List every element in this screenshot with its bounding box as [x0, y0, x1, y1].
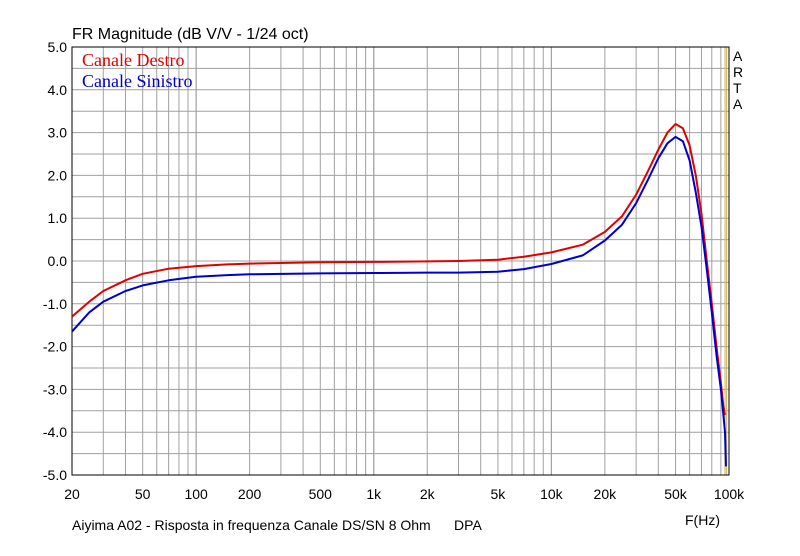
x-tick-label: 500 — [309, 486, 333, 502]
y-tick-label: 2.0 — [48, 167, 68, 183]
x-tick-label: 50k — [664, 486, 688, 502]
x-axis-label: F(Hz) — [685, 512, 720, 528]
y-tick-label: -3.0 — [43, 381, 67, 397]
y-tick-label: 1.0 — [48, 210, 68, 226]
y-tick-label: 4.0 — [48, 82, 68, 98]
chart-footer: Aiyima A02 - Risposta in frequenza Canal… — [72, 517, 482, 533]
arta-letter: A — [733, 48, 743, 64]
x-tick-label: 200 — [238, 486, 262, 502]
y-tick-label: 0.0 — [48, 253, 68, 269]
arta-letter: T — [733, 80, 742, 96]
x-tick-labels: 20 50 100 200 500 1k 2k 5k 10k 20k 50k 100k — [64, 486, 745, 502]
x-tick-label: 1k — [366, 486, 382, 502]
y-tick-label: 5.0 — [48, 39, 68, 55]
x-tick-label: 5k — [491, 486, 507, 502]
x-tick-label: 20k — [594, 486, 618, 502]
plot-frame — [71, 46, 730, 476]
x-tick-label: 10k — [540, 486, 564, 502]
y-tick-label: -1.0 — [43, 296, 67, 312]
chart-title: FR Magnitude (dB V/V - 1/24 oct) — [72, 26, 309, 43]
x-tick-label: 2k — [420, 486, 436, 502]
y-tick-label: -4.0 — [43, 424, 67, 440]
legend-entry: Canale Destro — [82, 50, 184, 70]
y-tick-label: -2.0 — [43, 339, 67, 355]
arta-letter: R — [733, 64, 743, 80]
x-tick-label: 100k — [714, 486, 745, 502]
series-line — [71, 123, 726, 416]
y-tick-label: -5.0 — [43, 467, 67, 483]
arta-letter: A — [733, 96, 743, 112]
legend-entry: Canale Sinistro — [82, 71, 193, 91]
y-tick-labels: 5.0 4.0 3.0 2.0 1.0 0.0 -1.0 -2.0 -3.0 -4.0 -5.0 — [43, 39, 67, 483]
y-tick-label: 3.0 — [48, 125, 68, 141]
x-tick-label: 100 — [184, 486, 208, 502]
x-tick-label: 20 — [64, 486, 80, 502]
series-line — [71, 135, 727, 467]
frequency-markers — [724, 47, 728, 475]
series-lines — [71, 123, 727, 467]
x-tick-label: 50 — [135, 486, 151, 502]
